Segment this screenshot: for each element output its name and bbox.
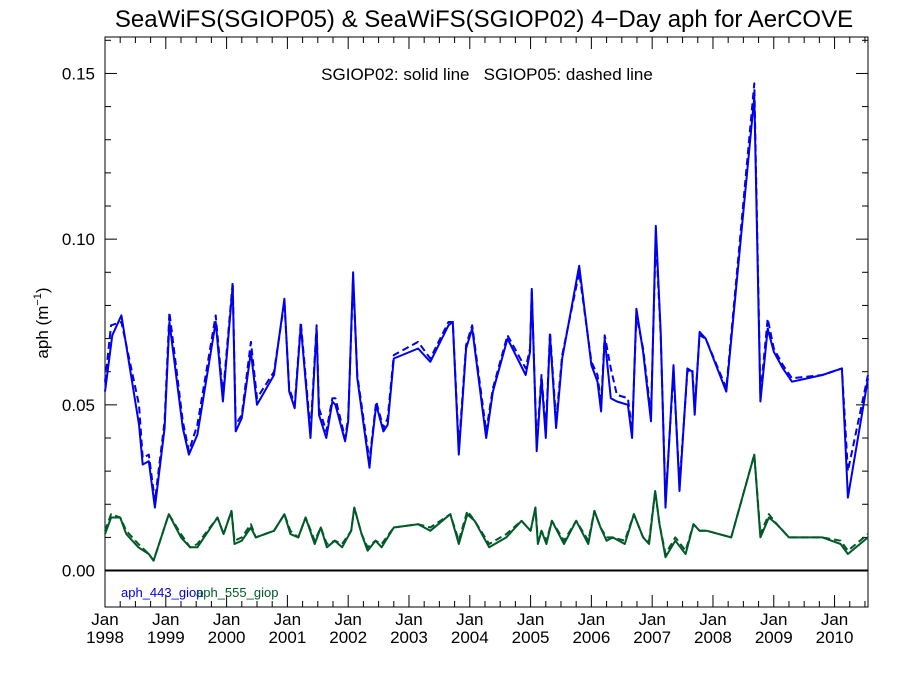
x-tick-label-year: 1998 [86, 628, 124, 647]
x-tick-label-year: 2003 [390, 628, 428, 647]
y-tick-label: 0.15 [62, 64, 95, 83]
x-tick-label-year: 2009 [755, 628, 793, 647]
y-tick-label: 0.00 [62, 562, 95, 581]
x-tick-label-month: Jan [91, 610, 118, 629]
plot-area: 0.000.050.100.15Jan1998Jan1999Jan2000Jan… [62, 36, 869, 647]
legend-label: aph_555_giop [196, 585, 278, 600]
svg-text:aph (m−1): aph (m−1) [32, 287, 52, 358]
chart-title: SeaWiFS(SGIOP05) & SeaWiFS(SGIOP02) 4−Da… [115, 6, 853, 33]
series-line-aph_555_giop-SGIOP02 [104, 453, 869, 562]
series-line-aph_555_giop-SGIOP05 [104, 453, 869, 562]
x-tick-label-year: 2007 [633, 628, 671, 647]
y-axis-label: aph (m−1) [32, 287, 52, 358]
x-tick-label-month: Jan [517, 610, 544, 629]
x-tick-label-year: 2001 [268, 628, 306, 647]
x-tick-label-month: Jan [152, 610, 179, 629]
x-tick-label-month: Jan [578, 610, 605, 629]
series-line-aph_443_giop-SGIOP05 [104, 82, 869, 502]
legend-label: aph_443_giop [121, 585, 203, 600]
x-tick-label-month: Jan [821, 610, 848, 629]
plot-frame [104, 36, 869, 608]
y-axis-label-close: ) [33, 287, 52, 293]
x-tick-label-month: Jan [760, 610, 787, 629]
x-tick-label-year: 2000 [208, 628, 246, 647]
chart-annotation: SGIOP02: solid line SGIOP05: dashed line [321, 65, 653, 84]
y-axis-label-name: aph [33, 330, 52, 358]
x-tick-label-month: Jan [334, 610, 361, 629]
x-tick-label-year: 2010 [816, 628, 854, 647]
x-tick-label-year: 2006 [572, 628, 610, 647]
x-tick-label-year: 2002 [329, 628, 367, 647]
x-tick-label-month: Jan [638, 610, 665, 629]
x-tick-label-year: 2004 [451, 628, 489, 647]
y-axis-label-exponent: −1 [32, 293, 44, 306]
y-axis-label-unit: (m [33, 306, 52, 326]
x-tick-label-month: Jan [699, 610, 726, 629]
x-tick-label-year: 1999 [147, 628, 185, 647]
y-tick-label: 0.10 [62, 230, 95, 249]
y-tick-label: 0.05 [62, 396, 95, 415]
x-tick-label-month: Jan [274, 610, 301, 629]
series-line-aph_443_giop-SGIOP02 [104, 95, 869, 509]
x-tick-label-month: Jan [395, 610, 422, 629]
x-tick-label-year: 2008 [694, 628, 732, 647]
x-tick-label-year: 2005 [512, 628, 550, 647]
x-tick-label-month: Jan [456, 610, 483, 629]
x-tick-label-month: Jan [213, 610, 240, 629]
